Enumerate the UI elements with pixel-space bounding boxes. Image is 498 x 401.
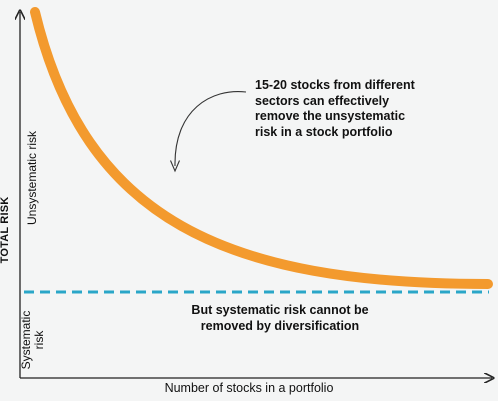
systematic-risk-label-line2: risk	[32, 330, 46, 350]
y-axis-title: TOTAL RISK	[0, 196, 11, 264]
annotation-arrow	[174, 90, 247, 167]
unsystematic-risk-label: Unsystematic risk	[25, 130, 39, 226]
total-risk-curve	[30, 7, 493, 289]
systematic-risk-label: Systematic risk	[19, 311, 46, 370]
x-axis-title: Number of stocks in a portfolio	[164, 381, 334, 395]
systematic-risk-annotation: But systematic risk cannot be removed by…	[191, 303, 369, 333]
annotation-arrowhead	[169, 160, 181, 173]
diversification-annotation: 15-20 stocks from different sectors can …	[255, 78, 415, 139]
